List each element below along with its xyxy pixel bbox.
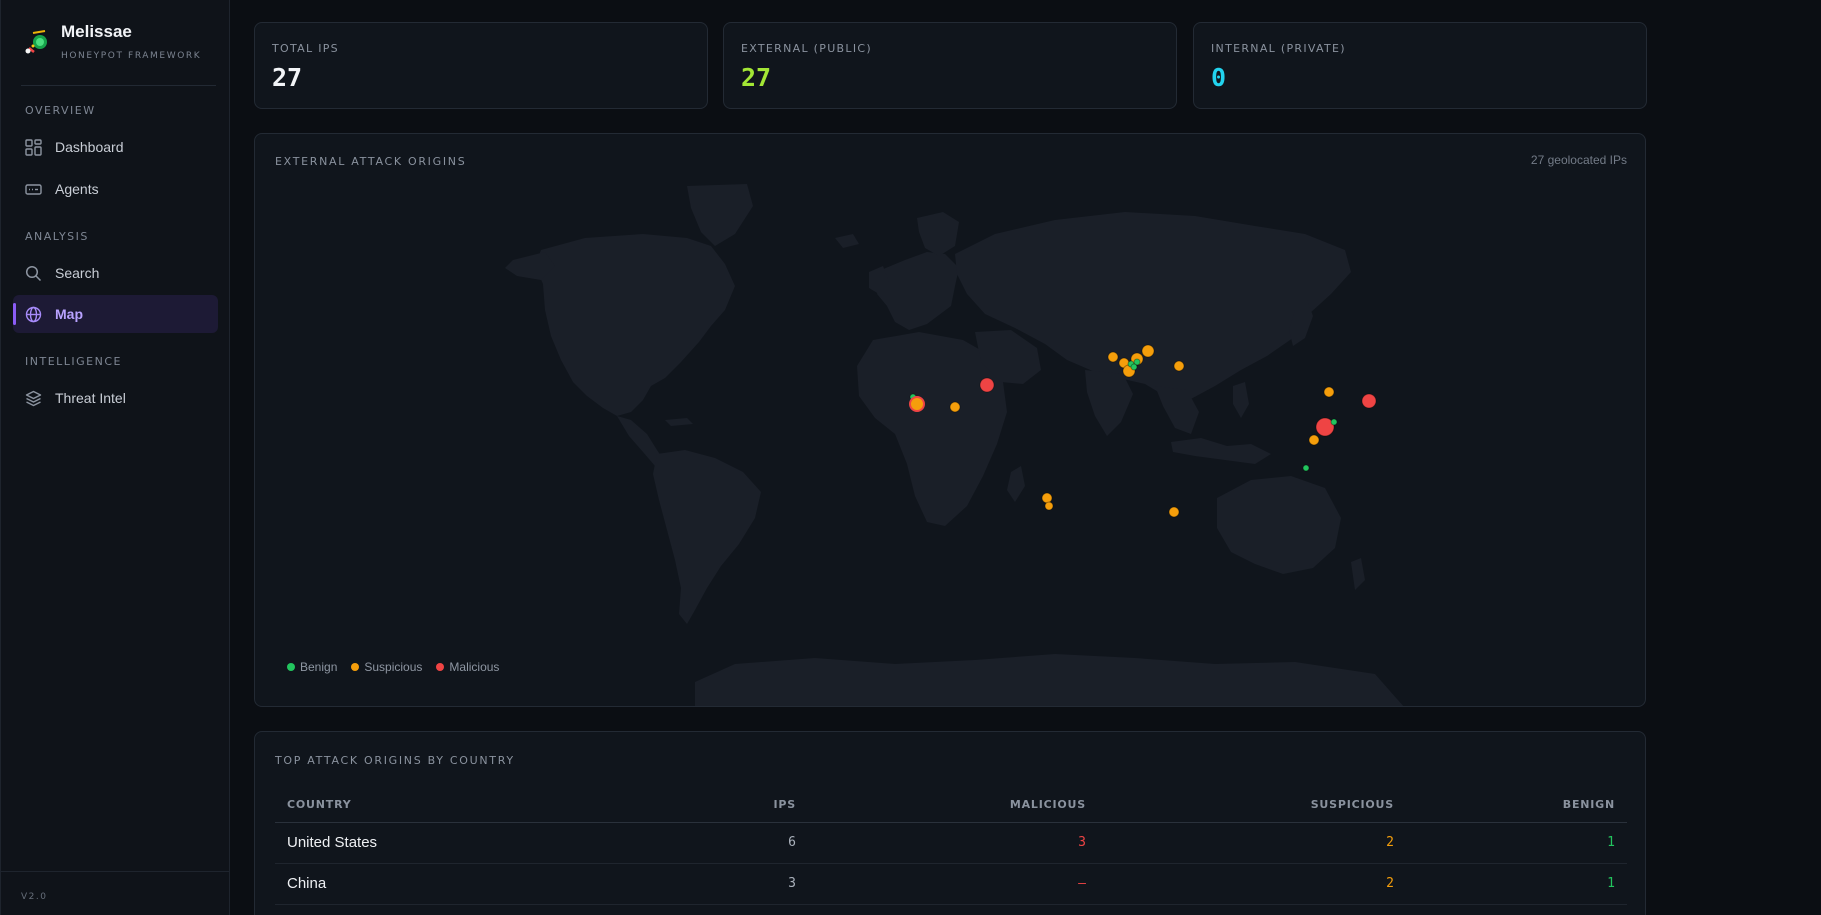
suspicious-marker[interactable] [1107, 351, 1119, 363]
dashboard-icon [25, 139, 42, 156]
stat-label: TOTAL IPS [272, 42, 339, 55]
section-label-overview: OVERVIEW [25, 104, 96, 117]
stat-card-external: EXTERNAL (PUBLIC) 27 [723, 22, 1177, 109]
sidebar-footer: V2.0 [1, 871, 230, 915]
suspicious-marker[interactable] [909, 396, 925, 412]
column-header-suspicious[interactable]: SUSPICIOUS [1098, 788, 1406, 823]
country-name: United States [275, 822, 635, 864]
sidebar-item-threat-intel[interactable]: Threat Intel [13, 379, 218, 417]
sidebar-item-agents[interactable]: Agents [13, 170, 218, 208]
malicious-marker[interactable] [979, 377, 995, 393]
table-row[interactable]: United States 6 3 2 1 [275, 822, 1627, 864]
suspicious-marker[interactable] [949, 401, 961, 413]
table-header-row: COUNTRY IPS MALICIOUS SUSPICIOUS BENIGN [275, 788, 1627, 823]
stat-card-internal: INTERNAL (PRIVATE) 0 [1193, 22, 1647, 109]
stat-label: INTERNAL (PRIVATE) [1211, 42, 1346, 55]
sidebar: Melissae HONEYPOT FRAMEWORK OVERVIEW Das… [0, 0, 230, 915]
layers-icon [25, 390, 42, 407]
country-name: China [275, 863, 635, 905]
column-header-ips[interactable]: IPS [635, 788, 808, 823]
sidebar-item-map[interactable]: Map [13, 295, 218, 333]
column-header-benign[interactable]: BENIGN [1406, 788, 1627, 823]
suspicious-marker[interactable] [1141, 344, 1155, 358]
suspicious-marker[interactable] [1173, 360, 1185, 372]
suspicious-dot-icon [351, 663, 360, 671]
stat-label: EXTERNAL (PUBLIC) [741, 42, 872, 55]
country-table: COUNTRY IPS MALICIOUS SUSPICIOUS BENIGN … [275, 788, 1627, 905]
malicious-count: 3 [808, 822, 1098, 864]
legend-benign[interactable]: Benign [287, 660, 337, 674]
suspicious-count: 2 [1098, 863, 1406, 905]
malicious-dot-icon [436, 663, 445, 671]
map-legend: Benign Suspicious Malicious [287, 660, 499, 674]
benign-count: 1 [1406, 822, 1627, 864]
sidebar-item-dashboard[interactable]: Dashboard [13, 128, 218, 166]
ips-count: 3 [635, 863, 808, 905]
section-label-intelligence: INTELLIGENCE [25, 355, 122, 368]
suspicious-marker[interactable] [1308, 434, 1320, 446]
sidebar-item-label: Agents [55, 181, 99, 197]
ips-count: 6 [635, 822, 808, 864]
sidebar-item-label: Map [55, 306, 83, 322]
benign-marker[interactable] [1302, 464, 1310, 472]
legend-label: Malicious [449, 660, 500, 674]
suspicious-marker[interactable] [1323, 386, 1335, 398]
malicious-count: – [808, 863, 1098, 905]
benign-marker[interactable] [1130, 363, 1138, 371]
attack-map-panel: EXTERNAL ATTACK ORIGINS 27 geolocated IP… [254, 133, 1646, 707]
malicious-marker[interactable] [1361, 393, 1377, 409]
legend-malicious[interactable]: Malicious [436, 660, 499, 674]
sidebar-item-search[interactable]: Search [13, 254, 218, 292]
stat-value: 27 [741, 63, 772, 92]
suspicious-marker[interactable] [1168, 506, 1180, 518]
suspicious-marker[interactable] [1044, 501, 1054, 511]
column-header-malicious[interactable]: MALICIOUS [808, 788, 1098, 823]
melissae-logo-icon [25, 30, 47, 54]
search-icon [25, 265, 42, 282]
globe-icon [25, 306, 42, 323]
stat-value: 27 [272, 63, 303, 92]
legend-label: Suspicious [364, 660, 423, 674]
benign-dot-icon [287, 663, 295, 671]
benign-count: 1 [1406, 863, 1627, 905]
stat-value: 0 [1211, 63, 1227, 92]
section-label-analysis: ANALYSIS [25, 230, 89, 243]
benign-marker[interactable] [1133, 358, 1141, 366]
geolocated-count: 27 geolocated IPs [1531, 153, 1627, 167]
attack-markers [909, 344, 1377, 518]
table-row[interactable]: China 3 – 2 1 [275, 863, 1627, 905]
suspicious-count: 2 [1098, 822, 1406, 864]
legend-label: Benign [300, 660, 338, 674]
map-title: EXTERNAL ATTACK ORIGINS [275, 155, 466, 168]
version-label: V2.0 [21, 892, 48, 902]
panel-title: TOP ATTACK ORIGINS BY COUNTRY [275, 754, 515, 767]
malicious-marker[interactable] [1315, 417, 1335, 437]
stat-card-total-ips: TOTAL IPS 27 [254, 22, 708, 109]
suspicious-marker[interactable] [1041, 492, 1053, 504]
legend-suspicious[interactable]: Suspicious [351, 660, 422, 674]
column-header-country[interactable]: COUNTRY [275, 788, 635, 823]
brand: Melissae HONEYPOT FRAMEWORK [21, 20, 216, 86]
country-origins-panel: TOP ATTACK ORIGINS BY COUNTRY COUNTRY IP… [254, 731, 1646, 915]
sidebar-item-label: Search [55, 265, 100, 281]
sidebar-item-label: Dashboard [55, 139, 124, 155]
world-map[interactable]: EXTERNAL ATTACK ORIGINS 27 geolocated IP… [255, 134, 1646, 707]
sidebar-item-label: Threat Intel [55, 390, 126, 406]
brand-tagline: HONEYPOT FRAMEWORK [61, 51, 202, 61]
benign-marker[interactable] [1330, 418, 1338, 426]
world-landmass [505, 184, 1404, 706]
brand-name: Melissae [61, 22, 132, 41]
agents-icon [25, 184, 42, 195]
